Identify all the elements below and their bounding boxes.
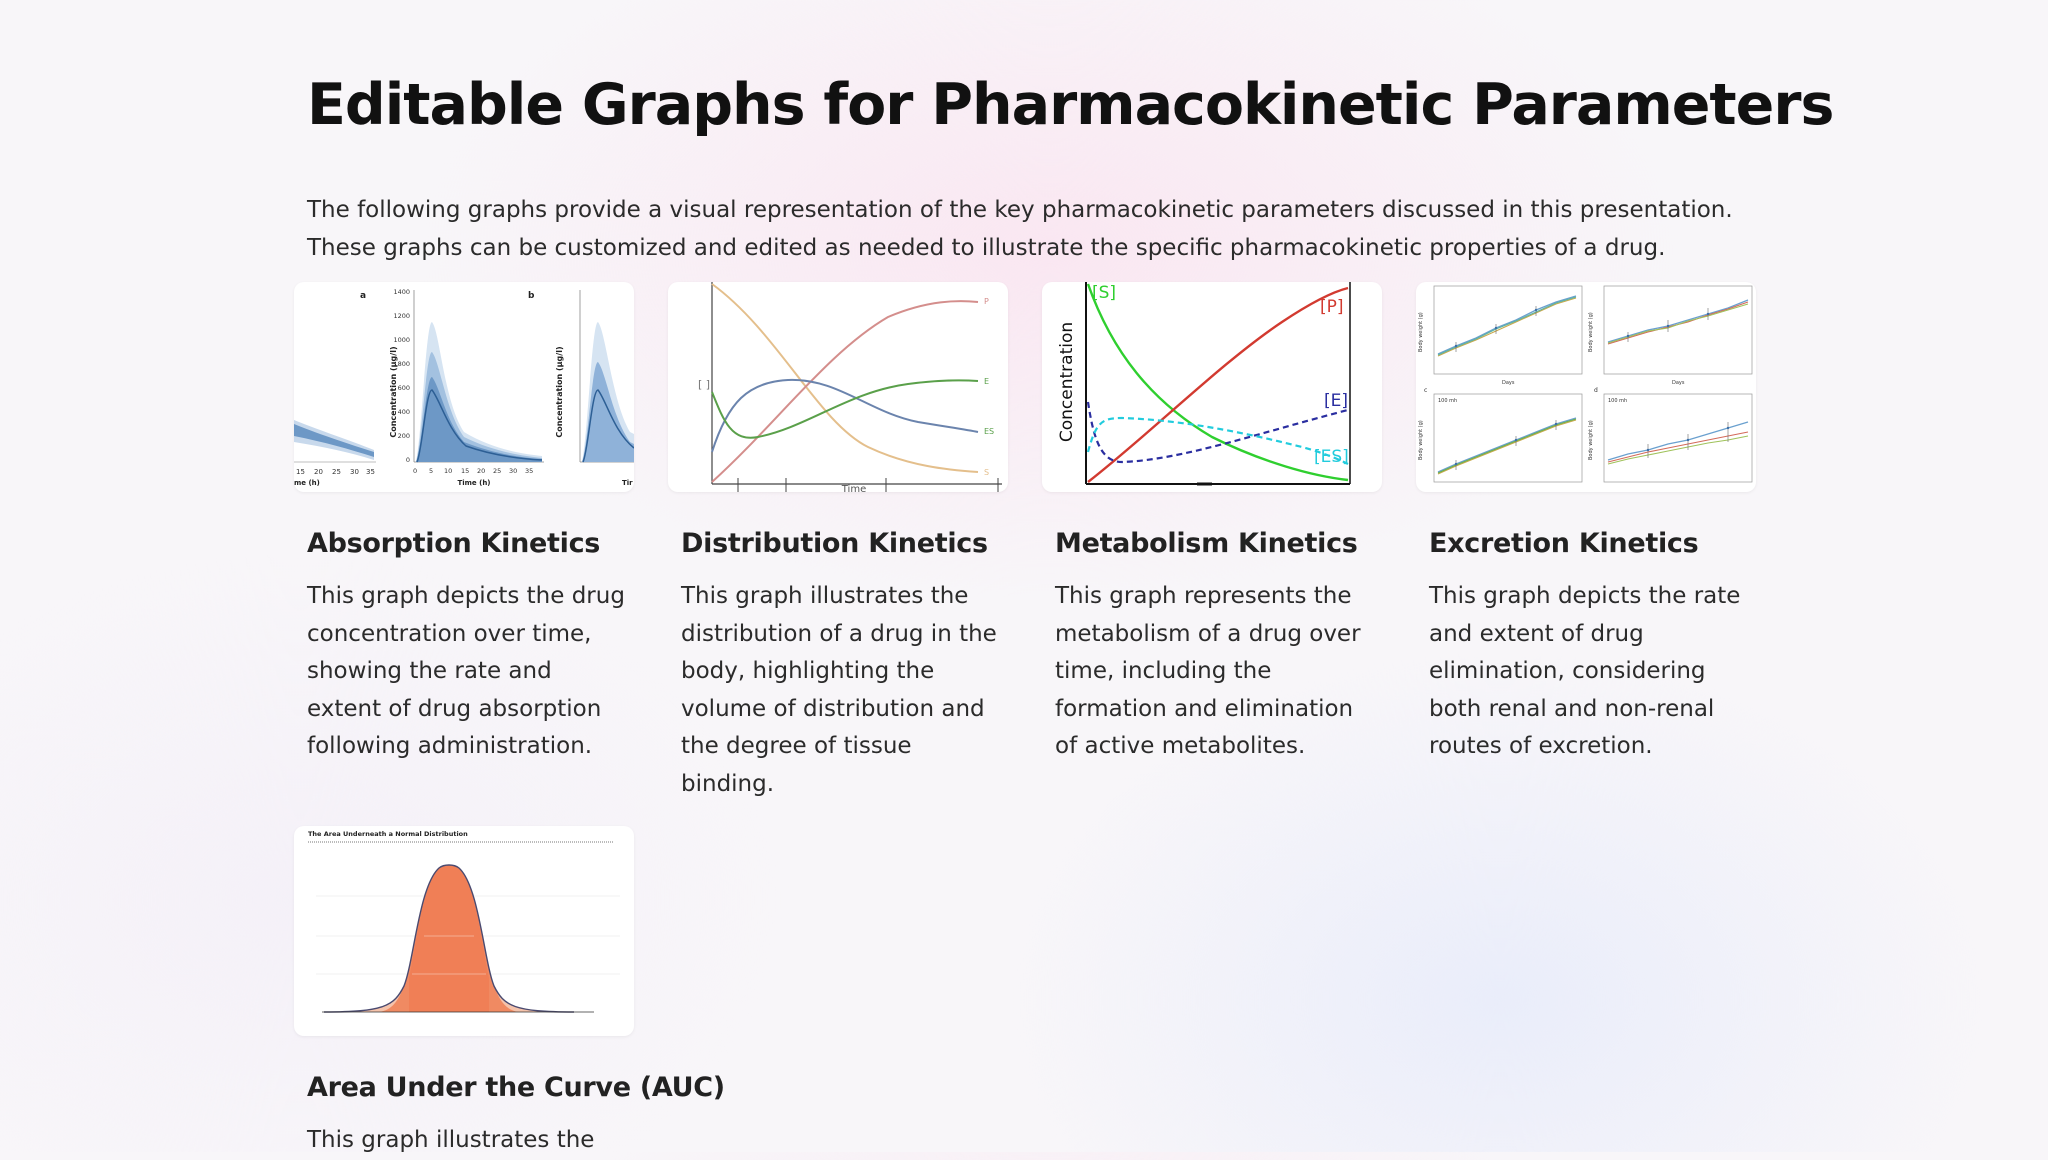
svg-text:d: d — [1594, 387, 1598, 394]
svg-text:c: c — [1424, 387, 1427, 394]
label-e: [E] — [1324, 391, 1348, 411]
label-p: P — [984, 297, 989, 306]
card-title: Metabolism Kinetics — [1055, 528, 1358, 559]
svg-text:0: 0 — [406, 456, 410, 464]
svg-text:Body weight (g): Body weight (g) — [1418, 312, 1424, 352]
svg-text:1000: 1000 — [393, 336, 410, 344]
svg-text:15: 15 — [461, 467, 469, 475]
svg-text:100 mh: 100 mh — [1608, 398, 1627, 404]
svg-text:Body weight (g): Body weight (g) — [1588, 420, 1594, 460]
svg-text:0: 0 — [413, 467, 417, 475]
left-x-tick: 25 — [332, 468, 341, 476]
svg-text:600: 600 — [398, 384, 410, 392]
xlabel-left-cut: me (h) — [294, 479, 320, 487]
card-description: This graph illustrates the — [307, 1127, 595, 1153]
card-description: This graph depicts the rate and extent o… — [1429, 583, 1741, 759]
svg-text:25: 25 — [493, 467, 501, 475]
card-title: Area Under the Curve (AUC) — [307, 1072, 725, 1103]
svg-text:10: 10 — [444, 467, 452, 475]
label-e: E — [984, 377, 989, 386]
card-description: This graph illustrates the distribution … — [681, 583, 997, 797]
svg-text:35: 35 — [525, 467, 533, 475]
label-es: [ES] — [1314, 447, 1349, 467]
label-es: ES — [984, 427, 994, 436]
svg-text:20: 20 — [477, 467, 485, 475]
panel-label-a: a — [360, 291, 366, 301]
card-description: This graph represents the metabolism of … — [1055, 583, 1361, 759]
svg-text:200: 200 — [398, 432, 410, 440]
card-title: Absorption Kinetics — [307, 528, 601, 559]
svg-text:Days: Days — [1672, 380, 1685, 386]
page-title: Editable Graphs for Pharmacokinetic Para… — [307, 72, 1834, 138]
xlabel-right-cut: Tir — [622, 479, 633, 487]
card-description: This graph depicts the drug concentratio… — [307, 583, 625, 759]
svg-text:100 mh: 100 mh — [1438, 398, 1457, 404]
y-axis-label: Concentration — [1057, 322, 1077, 442]
label-s: S — [984, 468, 989, 477]
svg-text:1400: 1400 — [393, 288, 410, 296]
y-axis-label: Concentration (μg/l) — [389, 346, 398, 437]
svg-text:30: 30 — [509, 467, 517, 475]
x-axis-label: Time — [841, 484, 866, 492]
absorption-graph-image: 15 20 25 30 35 me (h) a Concentration (μ… — [294, 282, 634, 492]
card-title: Excretion Kinetics — [1429, 528, 1699, 559]
svg-text:800: 800 — [398, 360, 410, 368]
auc-graph-image: The Area Underneath a Normal Distributio… — [294, 826, 634, 1036]
left-x-tick: 35 — [366, 468, 375, 476]
x-axis-label: Time (h) — [457, 479, 490, 487]
svg-text:Body weight (g): Body weight (g) — [1588, 312, 1594, 352]
y-axis-label: [ ] — [698, 378, 710, 391]
svg-text:Concentration (μg/l): Concentration (μg/l) — [555, 346, 564, 437]
svg-text:Days: Days — [1502, 380, 1515, 386]
svg-text:1200: 1200 — [393, 312, 410, 320]
intro-paragraph: The following graphs provide a visual re… — [307, 197, 1733, 261]
svg-text:400: 400 — [398, 408, 410, 416]
svg-text:Body weight (g): Body weight (g) — [1418, 420, 1424, 460]
metabolism-graph-image: Concentration [S] [P] [E] [ES] — [1042, 282, 1382, 492]
excretion-graph-image: Body weight (g) Body weight (g) Body wei… — [1416, 282, 1756, 492]
panel-label-b: b — [528, 291, 535, 301]
label-p: [P] — [1320, 297, 1344, 317]
card-title: Distribution Kinetics — [681, 528, 988, 559]
left-x-tick: 15 — [296, 468, 305, 476]
distribution-graph-image: [ ] Time P E ES S — [668, 282, 1008, 492]
left-x-tick: 20 — [314, 468, 323, 476]
auc-chart-title: The Area Underneath a Normal Distributio… — [308, 830, 468, 838]
left-x-tick: 30 — [350, 468, 359, 476]
svg-text:5: 5 — [429, 467, 433, 475]
label-s: [S] — [1092, 283, 1116, 303]
